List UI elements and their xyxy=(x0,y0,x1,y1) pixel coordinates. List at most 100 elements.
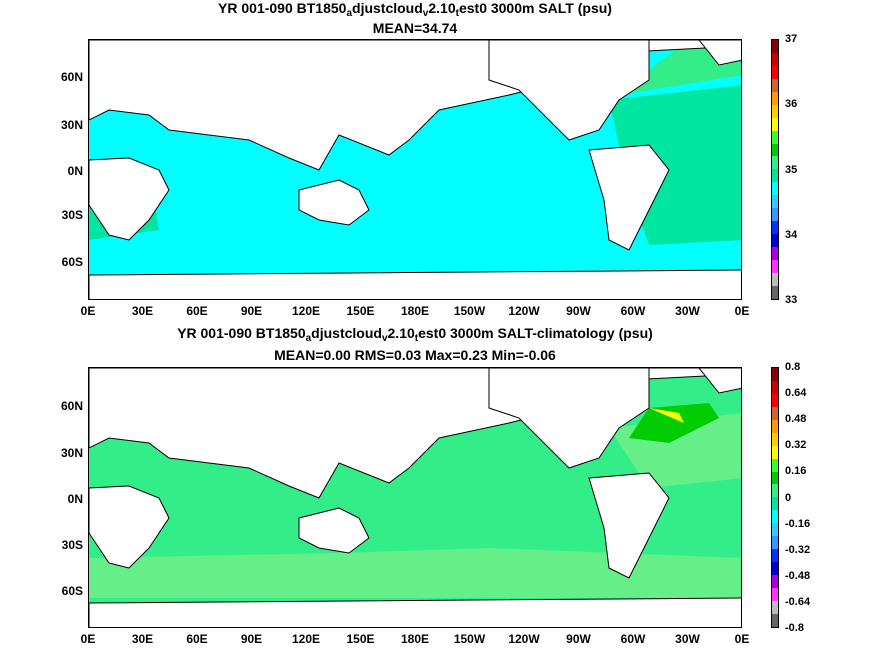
panel2-colorbar-segment xyxy=(772,549,778,563)
panel2-southern-ocean xyxy=(89,548,741,598)
panel2-colorbar xyxy=(771,367,779,628)
panel1-colorbar-label: 35 xyxy=(785,163,798,176)
panel1-colorbar-segment xyxy=(772,104,778,118)
panel2-map-svg xyxy=(89,368,741,627)
panel2-colorbar-segment xyxy=(772,536,778,550)
panel2-greenland xyxy=(698,368,741,394)
panel1-lon-label: 60W xyxy=(620,304,646,318)
panel1-colorbar-segment xyxy=(772,182,778,196)
panel1-colorbar-segment xyxy=(772,40,778,53)
panel2-map xyxy=(88,367,742,628)
panel1-lon-label: 0E xyxy=(734,304,750,318)
panel2-lon-label: 60W xyxy=(620,632,646,646)
panel2-colorbar-label: -0.16 xyxy=(785,517,811,530)
panel2-lon-label: 150E xyxy=(346,632,375,646)
panel1-lon-label: 30E xyxy=(131,304,154,318)
panel2-africa xyxy=(89,485,170,569)
panel1-lon-label: 120E xyxy=(291,304,321,318)
panel1-lon-label: 30W xyxy=(675,304,700,318)
panel2-lon-label: 120W xyxy=(508,632,540,646)
panel1-lon-label: 90W xyxy=(566,304,591,318)
panel2-colorbar-label: -0.32 xyxy=(785,543,811,556)
panel2-north-atlantic-high xyxy=(629,403,719,443)
panel1-lon-label: 60E xyxy=(186,304,208,318)
panel2-colorbar-segment xyxy=(772,587,778,601)
panel2-south-america xyxy=(588,472,670,579)
panel1-map-svg xyxy=(89,40,741,299)
panel2-lon-label: 90W xyxy=(566,632,591,646)
panel2-colorbar-segment xyxy=(772,368,778,381)
panel1-lon-label: 180E xyxy=(400,304,430,318)
panel2-lon-label: 0E xyxy=(734,632,750,646)
panel2-lon-label: 150W xyxy=(453,632,486,646)
panel1-lon-label: 150W xyxy=(453,304,486,318)
panel2-colorbar-segment xyxy=(772,393,778,407)
panel2-colorbar-segment xyxy=(772,419,778,433)
panel1-colorbar-segment xyxy=(772,195,778,209)
panel2-lon-label: 30W xyxy=(675,632,700,646)
panel2-colorbar-label: 0.32 xyxy=(785,439,807,452)
panel1-subtitle: MEAN=34.74 xyxy=(372,20,458,36)
panel1-colorbar-segment xyxy=(772,156,778,170)
panel2-lon-label: 90E xyxy=(240,632,263,646)
panel1-colorbar-label: 33 xyxy=(785,294,798,306)
panel2-lon-label: 0E xyxy=(80,632,96,646)
panel2-colorbar-segment xyxy=(772,497,778,511)
panel1-lat-label: 30N xyxy=(60,118,83,132)
panel2-title: YR 001-090 BT1850adjustcloudv2.10test0 3… xyxy=(177,325,653,344)
panel2-colorbar-label: -0.64 xyxy=(785,595,811,608)
panel1-colorbar-segment xyxy=(772,117,778,131)
panel2-colorbar-segment xyxy=(772,484,778,498)
panel2-australia xyxy=(298,507,370,554)
panel1-greenland xyxy=(698,40,741,66)
panel1-title: YR 001-090 BT1850adjustcloudv2.10test0 3… xyxy=(218,0,612,19)
panel2-lat-label: 60S xyxy=(61,584,83,598)
panel1-colorbar-segment xyxy=(772,234,778,247)
panel2-lat-label: 0N xyxy=(67,492,83,506)
panel1-lon-label: 90E xyxy=(240,304,263,318)
panel1-colorbar-segment xyxy=(772,169,778,183)
panel2-lat-label: 30N xyxy=(60,446,83,460)
panel1-colorbar-label: 37 xyxy=(785,33,798,45)
panel1-colorbar-segment xyxy=(772,143,778,157)
panel1-lat-label: 60S xyxy=(61,255,83,269)
panel2-colorbar-segment xyxy=(772,471,778,485)
panel2-colorbar-label: 0.16 xyxy=(785,465,807,478)
panel2-colorbar-segment xyxy=(772,600,778,614)
panel2-land xyxy=(89,368,741,627)
panel1-lat-label: 60N xyxy=(60,70,83,84)
panel1-colorbar-segment xyxy=(772,221,778,235)
panel2-colorbar-segment xyxy=(772,575,778,588)
panel1-colorbar-segment xyxy=(772,65,778,79)
panel2-colorbar-segment xyxy=(772,445,778,459)
panel1-australia xyxy=(298,179,370,226)
panel1-south-america xyxy=(588,144,670,251)
panel2-colorbar-label: 0 xyxy=(785,491,792,504)
panel1-colorbar-segment xyxy=(772,91,778,105)
panel1-colorbar-label: 36 xyxy=(785,98,798,111)
panel1-lon-label: 0E xyxy=(80,304,96,318)
panel1-colorbar xyxy=(771,39,779,300)
panel1-lat-label: 30S xyxy=(61,208,83,222)
panel1-colorbar-segment xyxy=(772,208,778,222)
panel1-antarctica xyxy=(89,269,741,299)
panel1-colorbar-segment xyxy=(772,130,778,144)
panel1-lat-label: 0N xyxy=(67,164,83,178)
panel2-colorbar-label: 0.64 xyxy=(785,387,807,400)
panel2-antarctica xyxy=(89,597,741,627)
panel2-subtitle: MEAN=0.00 RMS=0.03 Max=0.23 Min=-0.06 xyxy=(274,347,556,363)
panel2-colorbar-label: -0.48 xyxy=(785,569,811,582)
panel2-colorbar-segment xyxy=(772,613,778,627)
panel1-north-america xyxy=(488,40,650,141)
panel1-colorbar-segment xyxy=(772,247,778,260)
panel1-colorbar-segment xyxy=(772,272,778,286)
panel1-colorbar-segment xyxy=(772,52,778,66)
panel2-lon-label: 120E xyxy=(291,632,321,646)
panel1-africa xyxy=(89,157,170,241)
panel2-colorbar-segment xyxy=(772,458,778,472)
panel2-colorbar-segment xyxy=(772,562,778,575)
panel2-north-america xyxy=(488,368,650,469)
panel2-colorbar-segment xyxy=(772,406,778,420)
panel2-lat-label: 60N xyxy=(60,399,83,413)
panel1-colorbar-label: 34 xyxy=(785,228,798,241)
